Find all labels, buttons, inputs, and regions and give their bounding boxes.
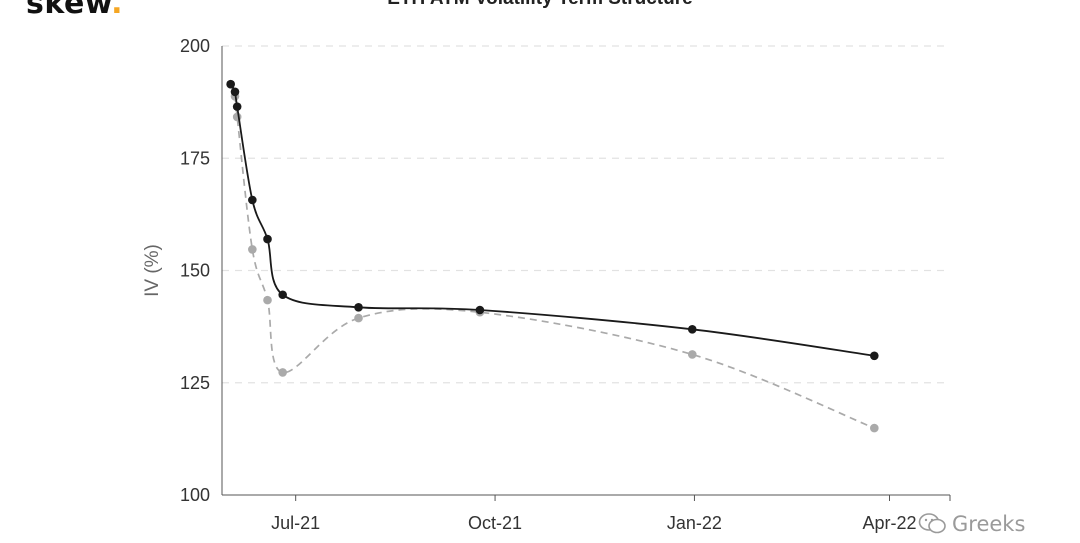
y-tick-label: 200: [180, 36, 210, 56]
watermark: Greeks: [918, 512, 1025, 536]
y-tick-label: 125: [180, 373, 210, 393]
data-point-solid: [475, 305, 485, 315]
data-point-solid: [226, 79, 235, 89]
axis-labels: 100 125 150 175 200 Jul-21 Oct-21 Jan-22 Apr-22 I…: [142, 36, 917, 533]
data-point-dashed: [687, 350, 697, 359]
data-point-solid: [263, 234, 272, 244]
x-tick-label: Oct-21: [468, 513, 522, 533]
data-point-dashed: [263, 295, 272, 305]
data-point-dashed: [232, 112, 242, 122]
data-point-solid: [687, 325, 697, 334]
data-point-solid: [232, 102, 242, 111]
data-point-solid: [248, 195, 257, 205]
skew-logo: skew.: [26, 0, 123, 21]
x-tick-label: Apr-22: [862, 513, 916, 533]
grid-lines: [222, 45, 948, 384]
chart-axes: [221, 46, 951, 501]
watermark-text: Greeks: [952, 512, 1026, 536]
chart-title: ETH ATM Volatility Term Structure: [0, 0, 1080, 10]
data-point-dashed: [278, 368, 287, 377]
wechat-icon: [918, 513, 946, 534]
logo-text: skew: [26, 0, 112, 21]
data-point-solid: [354, 303, 363, 312]
logo-dot: .: [111, 0, 124, 21]
y-tick-label: 100: [180, 485, 210, 505]
data-point-dashed: [870, 423, 879, 433]
y-axis-label: IV (%): [142, 244, 163, 297]
series-line-dashed: [229, 83, 875, 429]
data-point-solid: [870, 351, 879, 361]
series-layer: [226, 79, 879, 433]
data-point-dashed: [354, 313, 363, 323]
y-tick-label: 150: [180, 261, 210, 281]
data-point-dashed: [248, 245, 257, 254]
data-point-solid: [230, 87, 240, 97]
series-line-solid: [229, 83, 875, 357]
y-tick-label: 175: [180, 148, 210, 168]
x-tick-label: Jan-22: [667, 513, 722, 533]
data-point-solid: [278, 290, 287, 300]
x-tick-label: Jul-21: [271, 513, 320, 533]
